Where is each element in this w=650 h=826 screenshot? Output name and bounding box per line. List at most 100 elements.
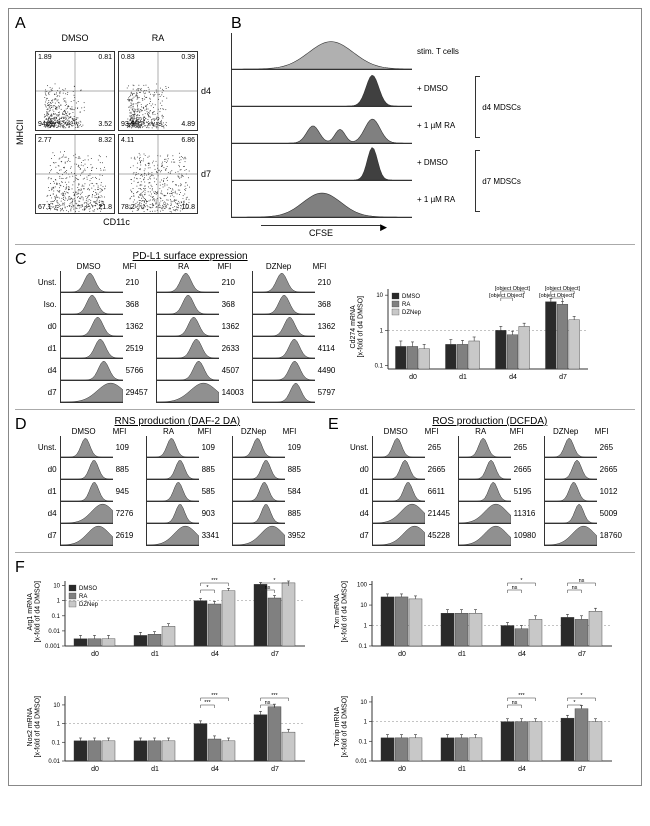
svg-text:d7: d7 [271, 651, 279, 658]
svg-text:0.01: 0.01 [48, 629, 60, 635]
svg-text:10: 10 [53, 703, 60, 709]
svg-text:d0: d0 [409, 374, 417, 381]
cfse-group-d7: d7 MDSCs [480, 177, 521, 186]
cfse-group-d4: d4 MDSCs [480, 103, 521, 112]
svg-text:ns: ns [571, 585, 577, 591]
svg-text:d4: d4 [518, 651, 526, 658]
cfse-hist-0 [231, 33, 412, 70]
svg-text:RA: RA [402, 302, 410, 308]
cfse-label-3: + DMSO [417, 158, 472, 167]
svg-text:1: 1 [379, 328, 383, 334]
svg-text:ns: ns [578, 578, 584, 584]
scatter-d7-dmso: 2.778.3267.121.8 [35, 134, 115, 214]
panel-f-chart-2: Nos2 mRNA[x-fold of d4 DMSO]0.010.1110d0… [31, 674, 328, 779]
panel-c-label: C [15, 251, 27, 403]
panel-a-label: A [15, 15, 26, 32]
svg-text:d4: d4 [509, 374, 517, 381]
panel-d: D RNS production (DAF-2 DA) DMSOMFIRAMFI… [15, 416, 322, 546]
panel-b-label: B [231, 15, 242, 32]
svg-text:d1: d1 [151, 766, 159, 773]
svg-text:10: 10 [53, 584, 60, 590]
scatter-d4-ra: 0.830.3993.94.89 [118, 51, 198, 131]
cfse-label-4: + 1 µM RA [417, 195, 472, 204]
svg-text:1: 1 [364, 720, 368, 726]
panel-d-histograms: DMSOMFIRAMFIDZNepMFIUnst.109109109d08858… [33, 427, 322, 546]
svg-text:d4: d4 [211, 766, 219, 773]
svg-text:d0: d0 [398, 766, 406, 773]
svg-text:0.1: 0.1 [374, 364, 383, 370]
svg-text:d7: d7 [271, 766, 279, 773]
panel-d-title: RNS production (DAF-2 DA) [33, 416, 322, 427]
svg-text:d7: d7 [578, 766, 586, 773]
panel-f-chart-1: Txn mRNA[x-fold of d4 DMSO]0.1110100d0d1… [338, 559, 635, 664]
scatter-d7-ra: 4.116.8678.210.8 [118, 134, 198, 214]
svg-text:0.001: 0.001 [45, 644, 61, 650]
panel-a-yaxis: MHCII [15, 33, 25, 232]
svg-text:10: 10 [376, 293, 383, 299]
svg-text:1: 1 [56, 722, 60, 728]
svg-text:DMSO: DMSO [79, 586, 97, 592]
cfse-hist-3 [231, 144, 412, 181]
svg-text:d1: d1 [151, 651, 159, 658]
cfse-label-0: stim. T cells [417, 47, 459, 56]
svg-text:0.1: 0.1 [359, 644, 368, 650]
panel-c: C PD-L1 surface expression DMSOMFIRAMFID… [15, 251, 635, 403]
svg-text:d0: d0 [91, 651, 99, 658]
svg-text:***: *** [211, 578, 218, 584]
svg-text:0.1: 0.1 [359, 739, 368, 745]
svg-text:d7: d7 [578, 651, 586, 658]
svg-text:ns: ns [511, 585, 517, 591]
panel-e-label: E [328, 416, 339, 546]
cfse-label-1: + DMSO [417, 84, 472, 93]
svg-text:***: *** [211, 693, 218, 699]
svg-text:ns: ns [511, 700, 517, 706]
cfse-label-2: + 1 µM RA [417, 121, 472, 130]
panel-a-xaxis: CD11c [35, 217, 198, 232]
cfse-histogram-stack: stim. T cells + DMSO + 1 µM RA d4 MDSCs … [231, 33, 521, 218]
svg-text:10: 10 [360, 603, 367, 609]
svg-text:d1: d1 [458, 651, 466, 658]
svg-text:0.01: 0.01 [48, 759, 60, 765]
svg-text:***: *** [204, 700, 211, 706]
row-d7: d7 [201, 134, 225, 214]
svg-text:RA: RA [79, 594, 87, 600]
cfse-hist-1 [231, 70, 412, 107]
col-ra: RA [118, 33, 198, 48]
panel-f-chart-0: Arg1 mRNA[x-fold of d4 DMSO]0.0010.010.1… [31, 559, 328, 664]
svg-text:DMSO: DMSO [402, 294, 420, 300]
panel-c-title: PD-L1 surface expression [33, 251, 348, 262]
panel-b: B stim. T cells + DMSO + 1 µM RA d4 MDSC… [231, 15, 635, 238]
svg-text:d1: d1 [458, 766, 466, 773]
svg-text:d1: d1 [459, 374, 467, 381]
svg-text:ns: ns [264, 700, 270, 706]
panel-d-label: D [15, 416, 27, 546]
panel-f-chart-3: Txnip mRNA[x-fold of d4 DMSO]0.010.1110d… [338, 674, 635, 779]
svg-text:[object Object]: [object Object] [544, 286, 580, 292]
svg-text:***: *** [518, 693, 525, 699]
panel-c-barchart: Cd274 mRNA[x-fold of d4 DMSO]0.1110d0d1d… [354, 267, 594, 387]
figure: A MHCII DMSO RA 1.890.8194.23.52 0.830.3… [8, 8, 642, 786]
svg-text:ns: ns [264, 585, 270, 591]
svg-text:0.01: 0.01 [355, 759, 367, 765]
svg-text:d7: d7 [559, 374, 567, 381]
svg-text:DZNep: DZNep [402, 310, 422, 316]
svg-text:d0: d0 [398, 651, 406, 658]
svg-text:100: 100 [357, 583, 368, 589]
panel-f-label: F [15, 559, 25, 779]
panel-a: A MHCII DMSO RA 1.890.8194.23.52 0.830.3… [15, 15, 225, 238]
svg-text:1: 1 [56, 599, 60, 605]
cfse-hist-2 [231, 107, 412, 144]
cfse-hist-4 [231, 181, 412, 218]
row-d4: d4 [201, 51, 225, 131]
svg-text:[object Object]: [object Object] [494, 286, 530, 292]
svg-text:d4: d4 [211, 651, 219, 658]
svg-text:0.1: 0.1 [51, 740, 60, 746]
svg-text:1: 1 [364, 624, 368, 630]
svg-text:[object Object]: [object Object] [539, 293, 575, 299]
panel-b-xaxis: ▶ CFSE [231, 218, 411, 238]
svg-text:DZNep: DZNep [79, 602, 99, 608]
svg-text:10: 10 [360, 700, 367, 706]
svg-text:***: *** [271, 693, 278, 699]
panel-e-histograms: DMSOMFIRAMFIDZNepMFIUnst.265265265d02665… [345, 427, 635, 546]
scatter-d4-dmso: 1.890.8194.23.52 [35, 51, 115, 131]
